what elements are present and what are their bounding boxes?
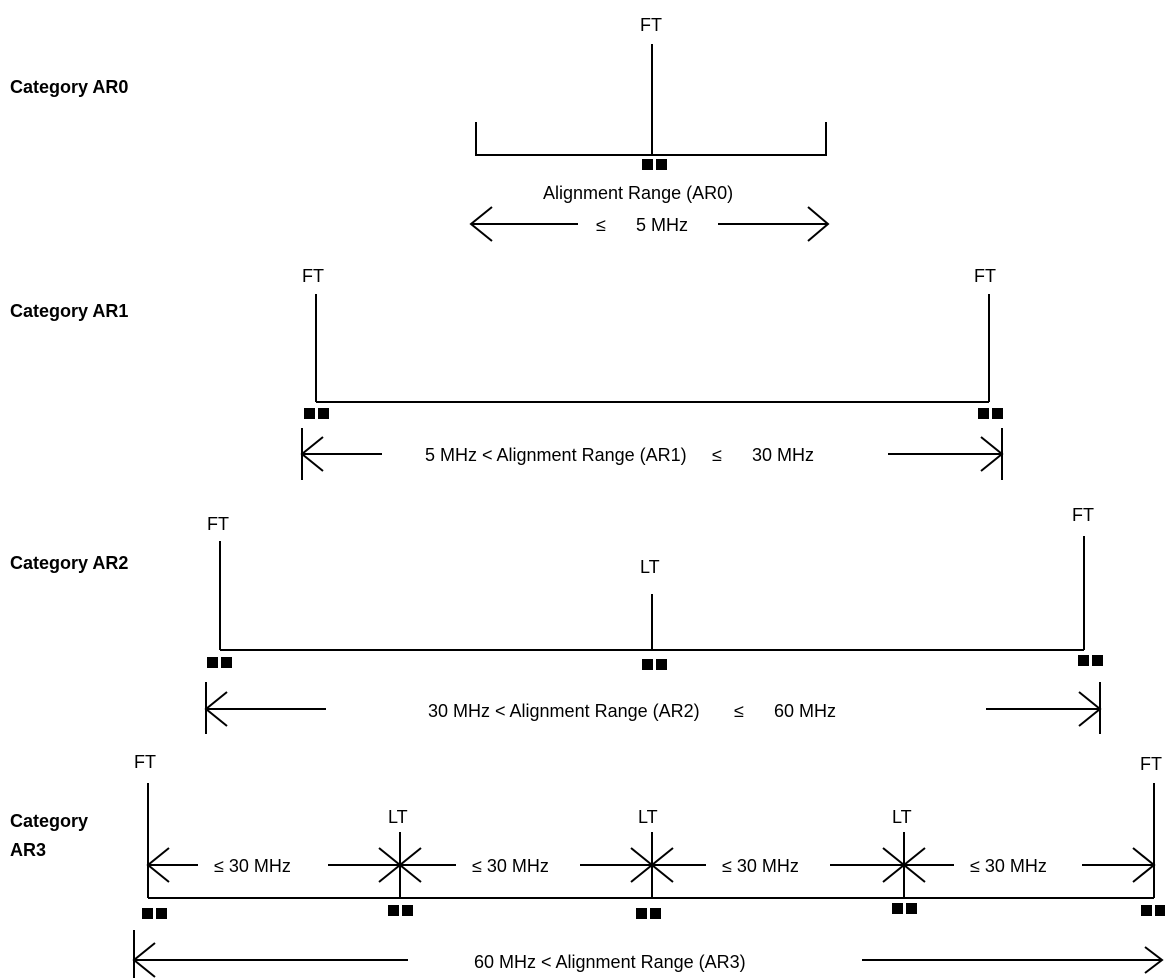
ar3-seg3-label: ≤ 30 MHz bbox=[722, 856, 799, 876]
ar2-limit-symbol: ≤ bbox=[734, 701, 744, 721]
ar1-marker-r1 bbox=[978, 408, 989, 419]
ar1-limit-value: 30 MHz bbox=[752, 445, 814, 465]
ar0-range-text: Alignment Range (AR0) bbox=[543, 183, 733, 203]
ar3-marker-ft-right-1 bbox=[1141, 905, 1152, 916]
ar3-marker-ft-left-1 bbox=[142, 908, 153, 919]
category-ar3-title-line1: Category bbox=[10, 811, 88, 831]
ar2-marker-l1 bbox=[207, 657, 218, 668]
ar0-bracket bbox=[475, 122, 827, 156]
ar0-ft-label: FT bbox=[640, 15, 662, 35]
ar2-lt-label: LT bbox=[640, 557, 660, 577]
ar3-seg2-label: ≤ 30 MHz bbox=[472, 856, 549, 876]
ar1-ft-right-label: FT bbox=[974, 266, 996, 286]
ar0-marker-left bbox=[642, 159, 653, 170]
ar2-ft-left-label: FT bbox=[207, 514, 229, 534]
ar3-arrowhead-right bbox=[1144, 946, 1164, 974]
ar3-range-text: 60 MHz < Alignment Range (AR3) bbox=[474, 952, 746, 972]
ar0-marker-right bbox=[656, 159, 667, 170]
ar0-limit-value: 5 MHz bbox=[636, 215, 688, 235]
ar1-marker-l1 bbox=[304, 408, 315, 419]
ar1-ft-left-label: FT bbox=[302, 266, 324, 286]
ar1-marker-l2 bbox=[318, 408, 329, 419]
category-ar2: Category AR2 FT LT FT 30 MHz < Alignment… bbox=[10, 505, 1103, 734]
ar3-seg4-arrowhead-right bbox=[1132, 847, 1156, 883]
ar3-lt2-label: LT bbox=[638, 807, 658, 827]
category-ar3-title-line2: AR3 bbox=[10, 840, 46, 860]
category-ar3: Category AR3 FT LT LT LT FT ≤ 30 MHz ≤ 3… bbox=[10, 752, 1165, 978]
ar3-marker-lt2-2 bbox=[650, 908, 661, 919]
ar2-marker-r2 bbox=[1092, 655, 1103, 666]
ar3-ft-left-label: FT bbox=[134, 752, 156, 772]
ar2-marker-r1 bbox=[1078, 655, 1089, 666]
ar3-marker-lt2-1 bbox=[636, 908, 647, 919]
ar3-marker-ft-right-2 bbox=[1155, 905, 1165, 916]
ar2-marker-m1 bbox=[642, 659, 653, 670]
ar2-marker-m2 bbox=[656, 659, 667, 670]
category-ar1-title: Category AR1 bbox=[10, 301, 128, 321]
category-ar1: Category AR1 FT FT 5 MHz < Alignment Ran… bbox=[10, 266, 1004, 480]
category-ar0: Category AR0 FT Alignment Range (AR0) ≤ … bbox=[10, 15, 830, 242]
ar2-range-text: 30 MHz < Alignment Range (AR2) bbox=[428, 701, 700, 721]
ar3-seg1-label: ≤ 30 MHz bbox=[214, 856, 291, 876]
ar0-limit-symbol: ≤ bbox=[596, 215, 606, 235]
ar3-marker-lt3-1 bbox=[892, 903, 903, 914]
category-ar2-title: Category AR2 bbox=[10, 553, 128, 573]
ar3-seg4-label: ≤ 30 MHz bbox=[970, 856, 1047, 876]
ar3-marker-lt1-1 bbox=[388, 905, 399, 916]
ar3-marker-lt3-2 bbox=[906, 903, 917, 914]
ar3-ft-right-label: FT bbox=[1140, 754, 1162, 774]
category-ar0-title: Category AR0 bbox=[10, 77, 128, 97]
ar2-ft-right-label: FT bbox=[1072, 505, 1094, 525]
ar3-marker-ft-left-2 bbox=[156, 908, 167, 919]
ar1-marker-r2 bbox=[992, 408, 1003, 419]
ar2-limit-value: 60 MHz bbox=[774, 701, 836, 721]
ar1-range-text: 5 MHz < Alignment Range (AR1) bbox=[425, 445, 687, 465]
ar3-lt3-label: LT bbox=[892, 807, 912, 827]
ar0-arrowhead-right bbox=[807, 206, 830, 242]
ar3-lt1-label: LT bbox=[388, 807, 408, 827]
ar1-limit-symbol: ≤ bbox=[712, 445, 722, 465]
ar3-marker-lt1-2 bbox=[402, 905, 413, 916]
ar2-marker-l2 bbox=[221, 657, 232, 668]
